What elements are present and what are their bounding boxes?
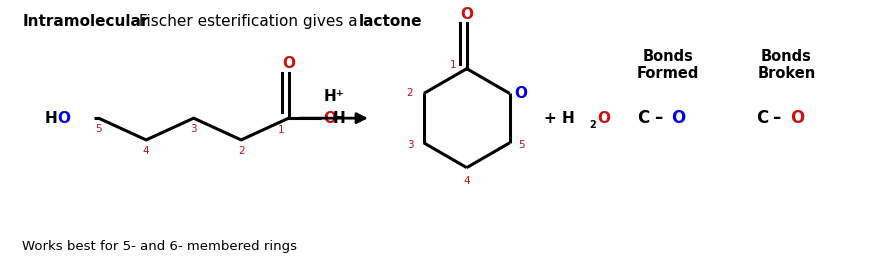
Text: O: O [672, 109, 686, 127]
Text: –: – [773, 109, 781, 127]
Text: 3: 3 [190, 124, 197, 134]
Text: 1: 1 [278, 125, 284, 135]
Text: lactone: lactone [359, 14, 423, 29]
Text: Formed: Formed [636, 66, 699, 81]
Text: O: O [514, 86, 528, 101]
Text: 5: 5 [95, 124, 102, 134]
Text: Bonds: Bonds [761, 49, 812, 64]
Text: O: O [461, 7, 473, 22]
Text: 4: 4 [143, 146, 149, 156]
Text: Fischer esterification gives a: Fischer esterification gives a [134, 14, 362, 29]
Text: Works best for 5- and 6- membered rings: Works best for 5- and 6- membered rings [22, 240, 297, 253]
Text: O: O [282, 56, 295, 71]
Text: C: C [637, 109, 650, 127]
Text: H⁺: H⁺ [324, 89, 344, 104]
Text: 5: 5 [518, 140, 525, 150]
Text: O: O [598, 111, 610, 126]
Text: H: H [44, 111, 57, 126]
Text: Broken: Broken [758, 66, 816, 81]
Text: C: C [757, 109, 768, 127]
Text: O: O [790, 109, 804, 127]
Text: O: O [324, 111, 336, 126]
Text: O: O [57, 111, 70, 126]
Text: –: – [654, 109, 662, 127]
Text: 2: 2 [238, 146, 245, 156]
Text: 1: 1 [450, 60, 456, 70]
Text: 4: 4 [463, 176, 470, 186]
Text: 2: 2 [407, 88, 414, 98]
Text: 3: 3 [407, 140, 414, 150]
Text: H: H [332, 111, 345, 126]
Text: 2: 2 [590, 120, 596, 130]
Text: + H: + H [544, 111, 575, 126]
Text: Intramolecular: Intramolecular [22, 14, 149, 29]
Text: Bonds: Bonds [642, 49, 693, 64]
